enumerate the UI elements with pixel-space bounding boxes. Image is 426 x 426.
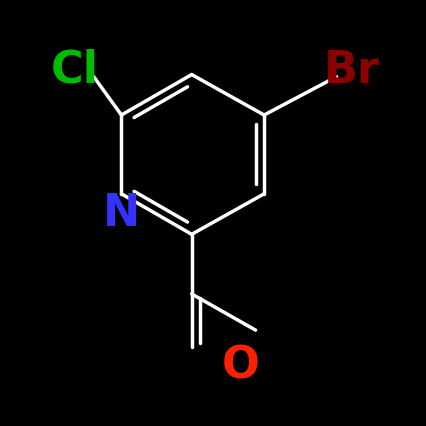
Text: Br: Br — [323, 49, 380, 92]
Text: O: O — [222, 345, 259, 388]
Text: Cl: Cl — [51, 49, 98, 92]
Text: N: N — [103, 192, 140, 234]
